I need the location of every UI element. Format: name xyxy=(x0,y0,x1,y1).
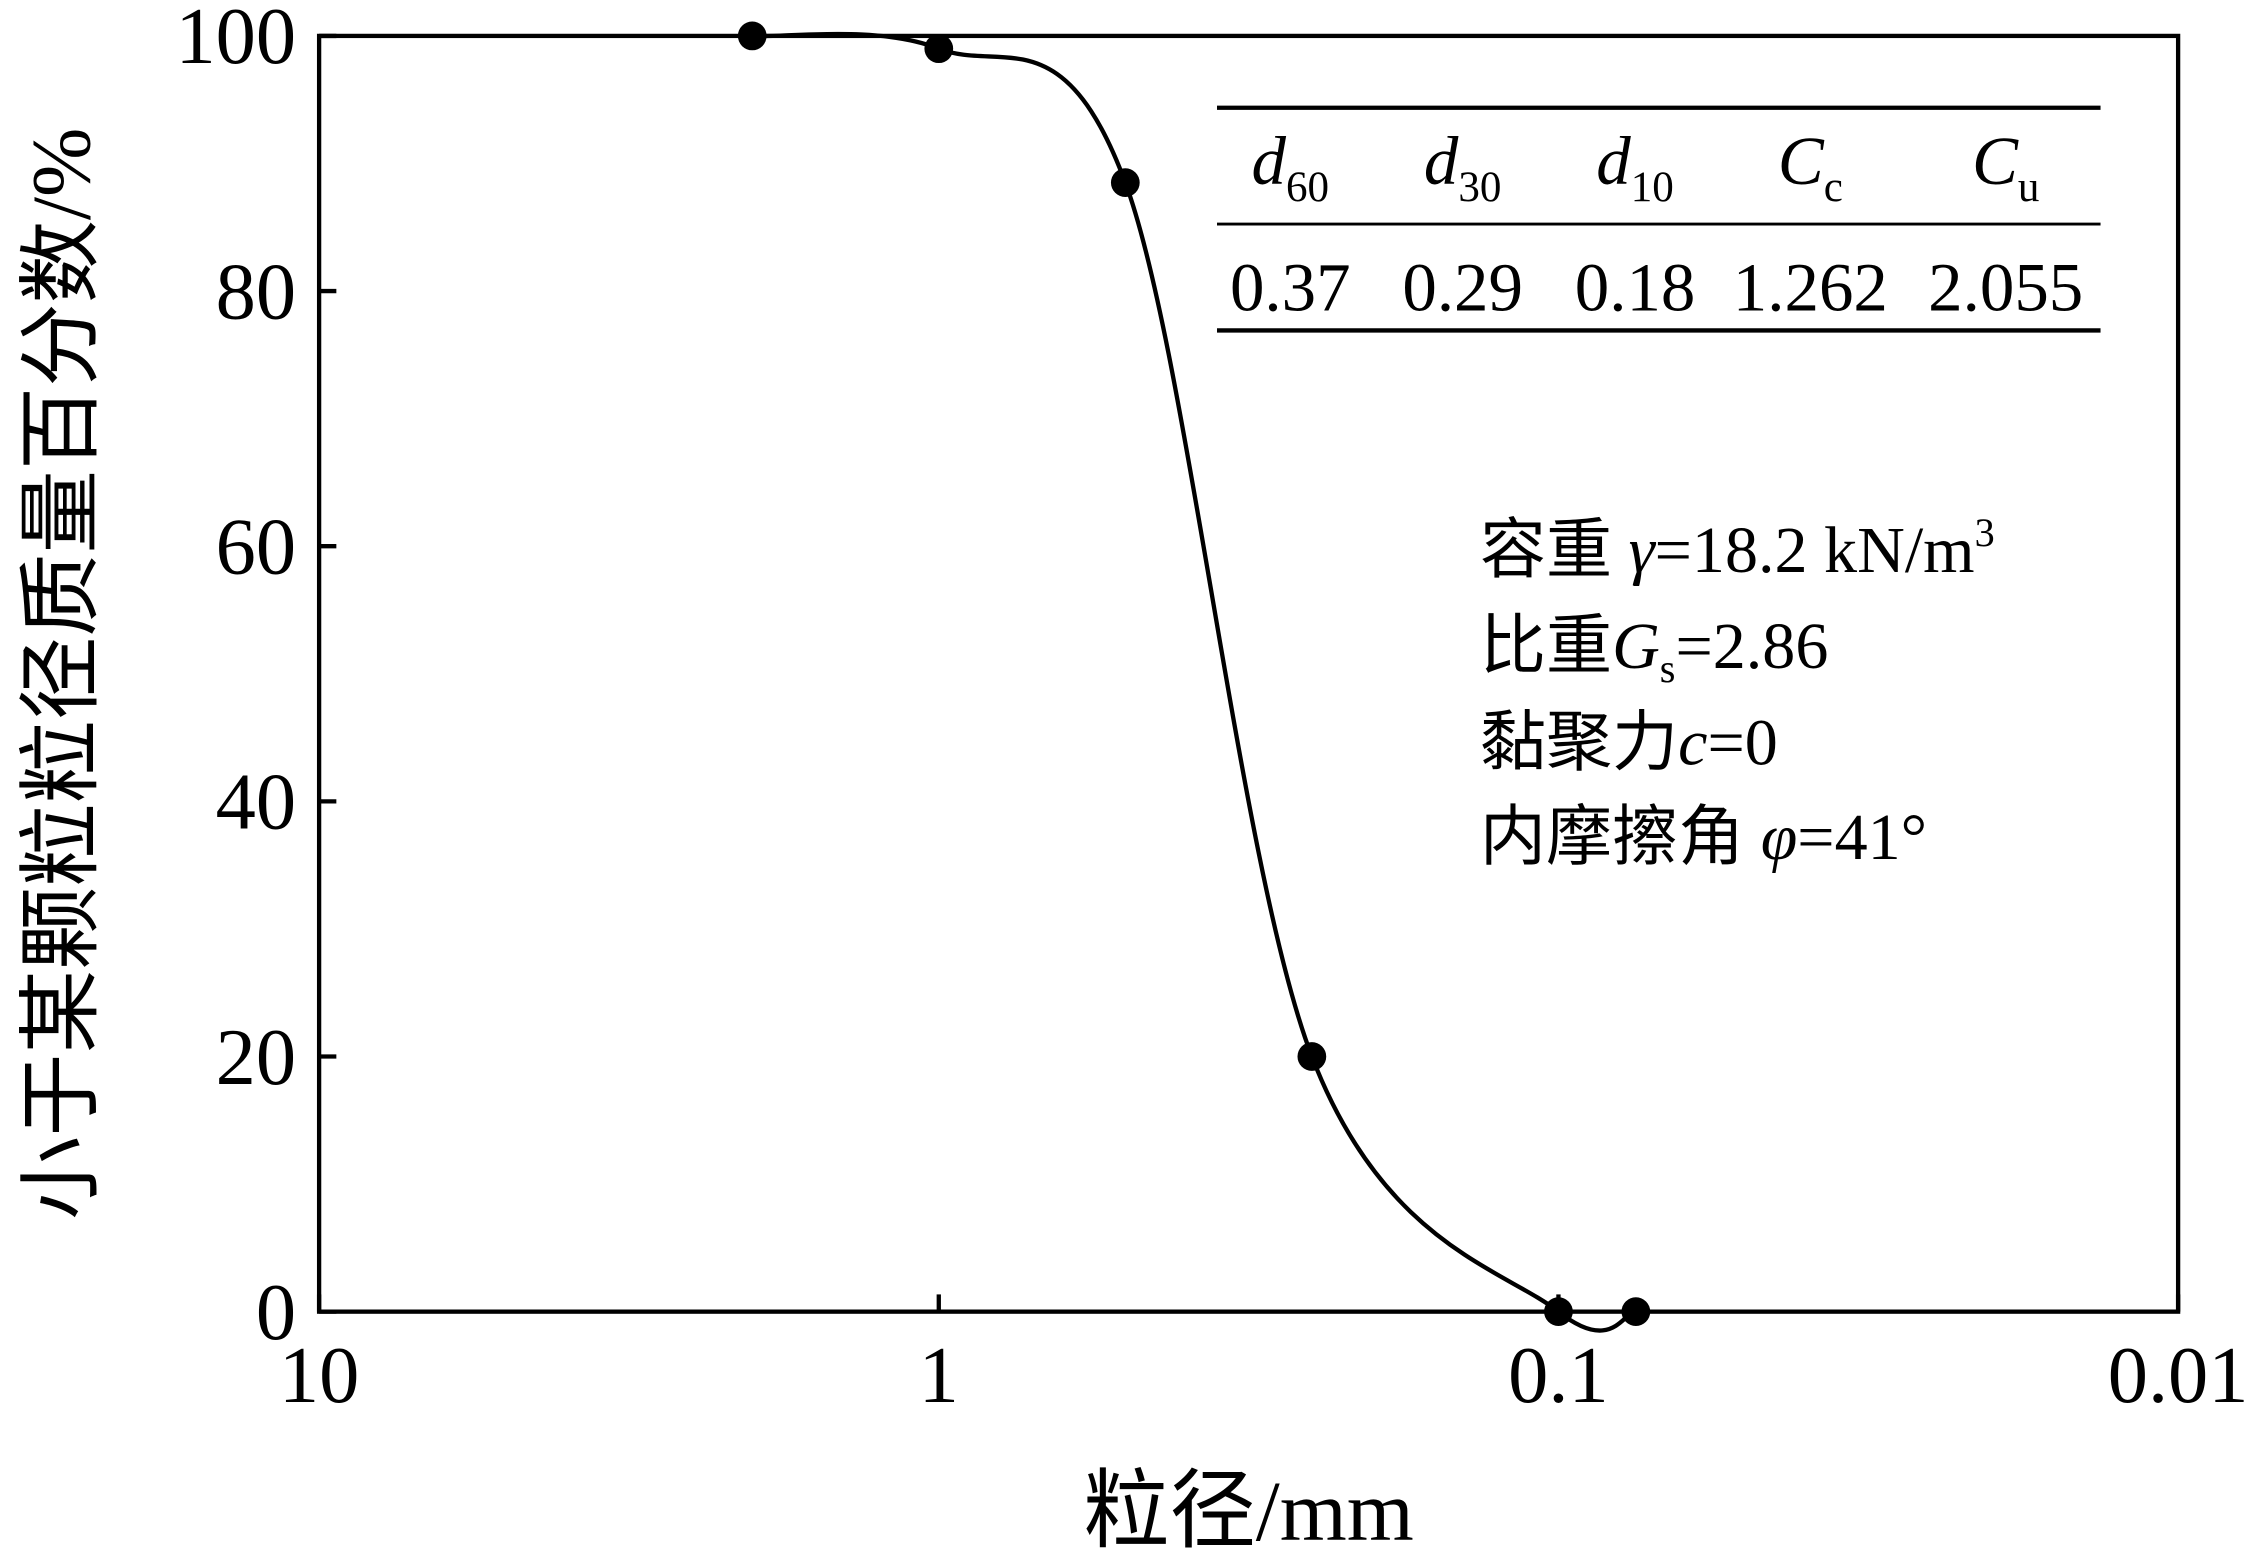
data-point xyxy=(1110,168,1140,197)
table-header: d30 xyxy=(1424,123,1502,211)
header-symbol: d xyxy=(1252,123,1287,199)
table-value: 0.29 xyxy=(1402,249,1523,325)
annotation-part: G xyxy=(1612,610,1660,683)
x-tick-label: 10 xyxy=(279,1331,359,1420)
annotation-part: =2.86 xyxy=(1675,610,1828,683)
y-tick-label: 40 xyxy=(216,758,296,847)
annotation-part: 比重 xyxy=(1480,610,1612,683)
header-symbol: C xyxy=(1972,123,2019,199)
annotation-part: =18.2 kN/m xyxy=(1655,514,1975,587)
header-subscript: 10 xyxy=(1631,164,1674,211)
table-header: d10 xyxy=(1596,123,1674,211)
y-tick-label: 80 xyxy=(216,247,296,336)
x-tick-label: 0.1 xyxy=(1508,1331,1609,1420)
annotation-part: s xyxy=(1660,646,1676,691)
data-point xyxy=(924,34,954,64)
data-point xyxy=(1297,1042,1327,1071)
annotation-part: =0 xyxy=(1708,706,1778,779)
table-value: 2.055 xyxy=(1928,249,2083,325)
table-header: Cu xyxy=(1972,123,2040,211)
header-symbol: d xyxy=(1424,123,1459,199)
y-tick-label: 100 xyxy=(175,0,296,81)
header-subscript: u xyxy=(2018,164,2040,211)
y-tick-label: 20 xyxy=(216,1013,296,1102)
y-tick-label: 60 xyxy=(216,503,296,592)
table-value: 0.37 xyxy=(1230,249,1351,325)
table-header: Cc xyxy=(1778,123,1843,211)
y-axis-label: 小于某颗粒粒径质量百分数/% xyxy=(16,128,108,1220)
y-tick-label: 0 xyxy=(256,1268,296,1357)
plot-frame xyxy=(316,33,2181,1314)
header-symbol: C xyxy=(1778,123,1825,199)
annotation-part: =41° xyxy=(1797,801,1927,874)
x-axis-label: 粒径/mm xyxy=(1083,1463,1413,1553)
header-subscript: 60 xyxy=(1286,164,1329,211)
table-header: d60 xyxy=(1252,123,1330,211)
annotation-part: γ xyxy=(1629,514,1657,587)
data-point xyxy=(1621,1297,1651,1327)
annotation: 内摩擦角 φ=41° xyxy=(1480,801,1927,874)
annotation: 黏聚力c=0 xyxy=(1480,706,1778,779)
annotation-part: 容重 xyxy=(1480,514,1629,587)
data-point xyxy=(737,21,767,51)
annotation: 容重 γ=18.2 kN/m3 xyxy=(1480,510,1995,587)
data-point xyxy=(1544,1297,1573,1327)
table-value: 0.18 xyxy=(1575,249,1696,325)
header-symbol: d xyxy=(1596,123,1631,199)
x-tick-label: 1 xyxy=(919,1331,959,1420)
annotation-part: 3 xyxy=(1975,510,1995,555)
table-value: 1.262 xyxy=(1733,249,1888,325)
header-subscript: 30 xyxy=(1458,164,1501,211)
header-subscript: c xyxy=(1824,164,1843,211)
annotation-part: c xyxy=(1678,706,1707,779)
annotation-part: φ xyxy=(1761,801,1798,874)
annotation-part: 内摩擦角 xyxy=(1480,801,1761,874)
annotation-part: 黏聚力 xyxy=(1480,706,1678,779)
annotation: 比重Gs=2.86 xyxy=(1480,610,1828,691)
x-tick-label: 0.01 xyxy=(2108,1331,2249,1420)
